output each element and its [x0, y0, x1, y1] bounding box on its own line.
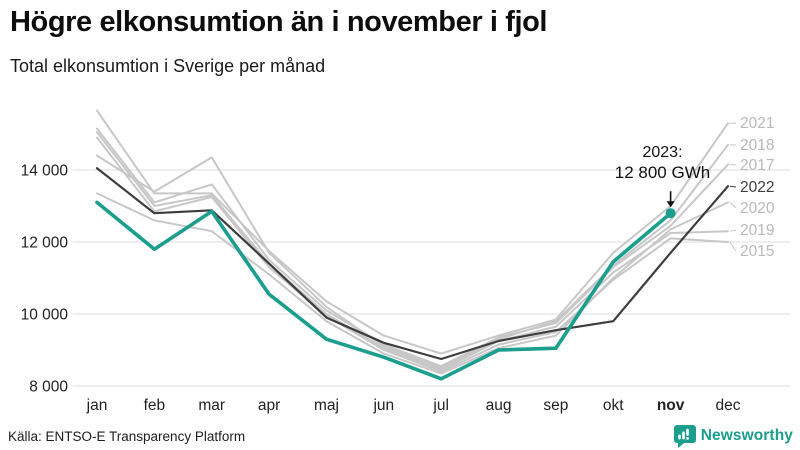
x-axis-tick-label-feb: feb — [144, 397, 166, 414]
y-axis-tick-label: 8 000 — [29, 379, 68, 396]
series-line-2021 — [96, 109, 729, 355]
x-axis-tick-label-dec: dec — [715, 397, 740, 414]
x-axis-tick-label-jun: jun — [372, 397, 394, 414]
series-endpoint-dot-2023 — [665, 208, 676, 219]
series-line-2023 — [95, 200, 673, 381]
page-title: Högre elkonsumtion än i november i fjol — [10, 6, 548, 38]
x-axis-tick-label-aug: aug — [486, 397, 512, 414]
series-line-2015 — [96, 136, 729, 373]
x-axis-tick-label-maj: maj — [314, 397, 339, 414]
label-leader-2015 — [729, 241, 737, 252]
year-label-2018: 2018 — [740, 137, 774, 154]
series-line-2017 — [96, 127, 729, 368]
x-axis-tick-label-apr: apr — [258, 397, 280, 414]
year-label-2017: 2017 — [740, 157, 774, 174]
annotation-year: 2023: — [642, 144, 683, 161]
label-leader-2022 — [729, 185, 737, 188]
x-axis-tick-label-mar: mar — [198, 397, 225, 414]
newsworthy-icon — [673, 424, 696, 448]
x-axis-tick-label-jan: jan — [86, 397, 108, 414]
annotation-value: 12 800 GWh — [614, 163, 711, 182]
year-label-2015: 2015 — [740, 243, 774, 260]
series-line-2019 — [96, 131, 729, 371]
y-axis-tick-label: 10 000 — [21, 307, 69, 324]
chart-subtitle: Total elkonsumtion i Sverige per månad — [10, 56, 326, 76]
x-axis-tick-label-sep: sep — [543, 397, 568, 414]
label-leader-2019 — [729, 229, 737, 232]
x-axis-tick-label-jul: jul — [432, 397, 449, 414]
year-label-2022: 2022 — [740, 179, 774, 196]
value-annotation: 2023: 12 800 GWh — [585, 143, 740, 183]
year-label-2021: 2021 — [740, 115, 774, 132]
y-axis-tick-label: 14 000 — [21, 163, 69, 180]
x-axis-tick-label-nov: nov — [657, 397, 685, 414]
label-leader-2020 — [729, 202, 737, 209]
brand-logo: Newsworthy — [673, 424, 793, 448]
brand-name: Newsworthy — [700, 427, 793, 444]
series-line-2022 — [95, 167, 730, 361]
series-line-2018 — [96, 143, 729, 369]
series-line-2020 — [96, 192, 729, 375]
year-label-2019: 2019 — [740, 222, 774, 239]
source-note: Källa: ENTSO-E Transparency Platform — [8, 429, 246, 444]
y-axis-tick-label: 12 000 — [21, 235, 69, 252]
x-axis-tick-label-okt: okt — [603, 397, 624, 414]
annotation-arrow-head — [666, 201, 675, 208]
year-label-2020: 2020 — [740, 200, 775, 217]
